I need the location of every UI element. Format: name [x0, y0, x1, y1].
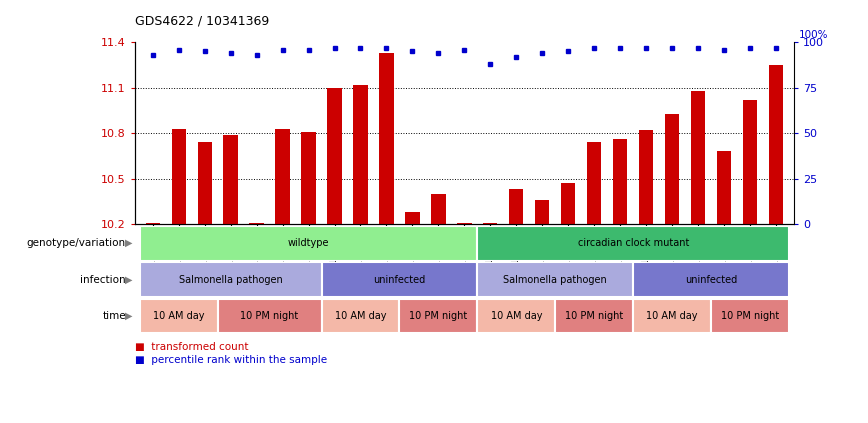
Bar — [477, 226, 789, 261]
Bar — [249, 222, 264, 224]
Bar — [711, 299, 789, 333]
Text: time: time — [102, 311, 126, 321]
Bar — [301, 132, 316, 224]
Bar — [457, 222, 471, 224]
Bar — [431, 194, 445, 224]
Bar — [717, 151, 731, 224]
Text: 10 PM night: 10 PM night — [565, 311, 623, 321]
Text: ▶: ▶ — [125, 238, 133, 248]
Text: 10 AM day: 10 AM day — [647, 311, 698, 321]
Text: ▶: ▶ — [125, 275, 133, 285]
Bar — [769, 65, 783, 224]
Bar — [639, 130, 654, 224]
Text: 10 AM day: 10 AM day — [153, 311, 205, 321]
Bar — [536, 200, 549, 224]
Text: genotype/variation: genotype/variation — [27, 238, 126, 248]
Text: GDS4622 / 10341369: GDS4622 / 10341369 — [135, 14, 269, 27]
Bar — [633, 262, 789, 297]
Bar — [399, 299, 477, 333]
Text: uninfected: uninfected — [685, 275, 737, 285]
Bar — [140, 299, 218, 333]
Bar — [327, 88, 342, 224]
Bar — [405, 212, 419, 224]
Bar — [613, 139, 628, 224]
Bar — [587, 143, 602, 224]
Bar — [483, 222, 497, 224]
Text: 10 PM night: 10 PM night — [410, 311, 468, 321]
Bar — [198, 143, 212, 224]
Bar — [140, 262, 321, 297]
Bar — [321, 262, 477, 297]
Text: ■  transformed count: ■ transformed count — [135, 342, 248, 352]
Bar — [477, 299, 556, 333]
Bar — [561, 183, 575, 224]
Text: 10 AM day: 10 AM day — [490, 311, 542, 321]
Text: Salmonella pathogen: Salmonella pathogen — [179, 275, 282, 285]
Bar — [223, 135, 238, 224]
Bar — [379, 53, 393, 224]
Bar — [633, 299, 711, 333]
Bar — [477, 262, 633, 297]
Bar — [691, 91, 706, 224]
Text: 100%: 100% — [799, 30, 828, 39]
Bar — [321, 299, 399, 333]
Text: 10 PM night: 10 PM night — [721, 311, 779, 321]
Text: circadian clock mutant: circadian clock mutant — [577, 238, 689, 248]
Bar — [665, 113, 680, 224]
Bar — [743, 100, 757, 224]
Bar — [510, 190, 523, 224]
Bar — [146, 222, 160, 224]
Bar — [275, 129, 290, 224]
Text: wildtype: wildtype — [288, 238, 329, 248]
Text: 10 AM day: 10 AM day — [335, 311, 386, 321]
Text: Salmonella pathogen: Salmonella pathogen — [503, 275, 607, 285]
Text: ■  percentile rank within the sample: ■ percentile rank within the sample — [135, 355, 326, 365]
Text: uninfected: uninfected — [373, 275, 425, 285]
Bar — [218, 299, 321, 333]
Bar — [140, 226, 477, 261]
Text: 10 PM night: 10 PM night — [240, 311, 299, 321]
Text: infection: infection — [80, 275, 126, 285]
Bar — [353, 85, 368, 224]
Bar — [172, 129, 186, 224]
Text: ▶: ▶ — [125, 311, 133, 321]
Bar — [556, 299, 633, 333]
